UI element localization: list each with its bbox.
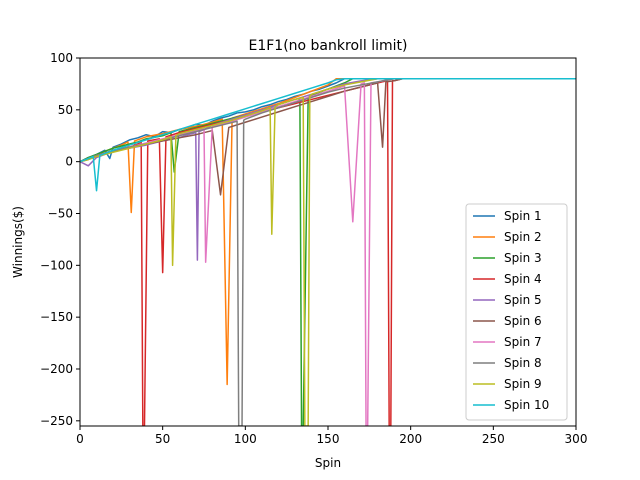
x-tick-label: 150 (317, 432, 340, 446)
y-axis-ticks: −250 −200 −150 −100 −50 0 50 100 (40, 51, 80, 428)
y-tick-label: −150 (40, 310, 73, 324)
x-tick-label: 200 (399, 432, 422, 446)
y-tick-label: −100 (40, 258, 73, 272)
legend-label: Spin 3 (504, 251, 542, 265)
legend-label: Spin 4 (504, 272, 542, 286)
x-tick-label: 100 (234, 432, 257, 446)
y-tick-label: 100 (50, 51, 73, 65)
legend-label: Spin 5 (504, 293, 542, 307)
y-axis-label: Winnings($) (11, 206, 25, 278)
y-tick-label: −250 (40, 414, 73, 428)
plot-area (80, 77, 576, 426)
legend-label: Spin 1 (504, 209, 542, 223)
axes-frame (79, 57, 577, 427)
y-tick-label: −50 (48, 206, 73, 220)
legend-label: Spin 2 (504, 230, 542, 244)
series-line-spin-9 (80, 77, 576, 426)
legend-label: Spin 8 (504, 356, 542, 370)
legend-label: Spin 9 (504, 377, 542, 391)
legend: Spin 1 Spin 2 Spin 3 Spin 4 Spin 5 Spin 6 Spin… (465, 203, 568, 421)
legend-label: Spin 10 (504, 398, 549, 412)
legend-label: Spin 7 (504, 335, 542, 349)
x-tick-label: 300 (565, 432, 588, 446)
y-tick-label: 50 (58, 103, 73, 117)
x-axis-label: Spin (315, 456, 341, 470)
x-axis-ticks: 0 50 100 150 200 250 300 (76, 426, 587, 446)
legend-label: Spin 6 (504, 314, 542, 328)
x-tick-label: 250 (482, 432, 505, 446)
y-tick-label: −200 (40, 362, 73, 376)
series-line-spin-10 (80, 77, 576, 192)
chart-title: E1F1(no bankroll limit) (248, 38, 407, 54)
x-tick-label: 0 (76, 432, 84, 446)
y-tick-label: 0 (65, 155, 73, 169)
x-tick-label: 50 (155, 432, 170, 446)
